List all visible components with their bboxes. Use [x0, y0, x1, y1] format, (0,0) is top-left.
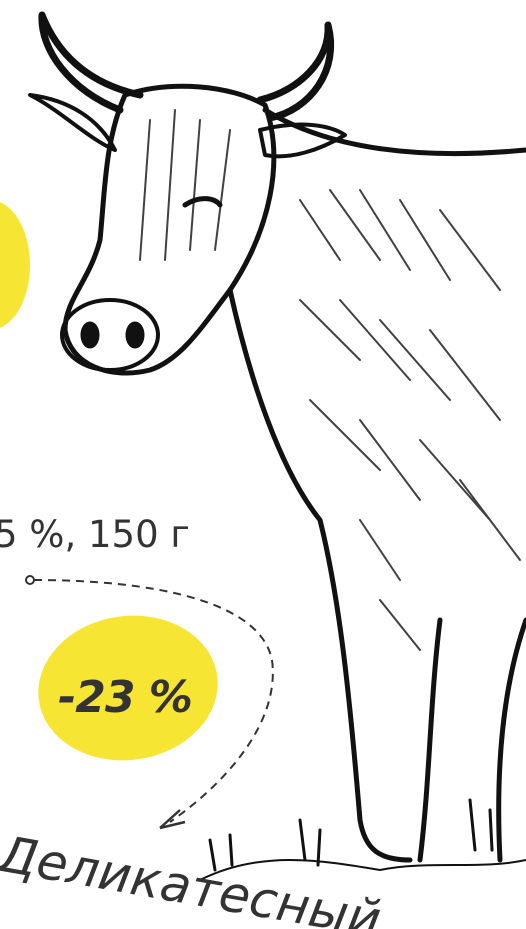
- product-name: Деликатесный: [0, 824, 385, 929]
- discount-blob: [38, 615, 218, 761]
- yellow-blob: [0, 202, 30, 328]
- dashed-arrow: [25, 575, 274, 830]
- discount-label: -23 %: [58, 672, 192, 723]
- cow-illustration: [28, 11, 526, 881]
- weight-text: 5 %, 150 г: [0, 513, 190, 556]
